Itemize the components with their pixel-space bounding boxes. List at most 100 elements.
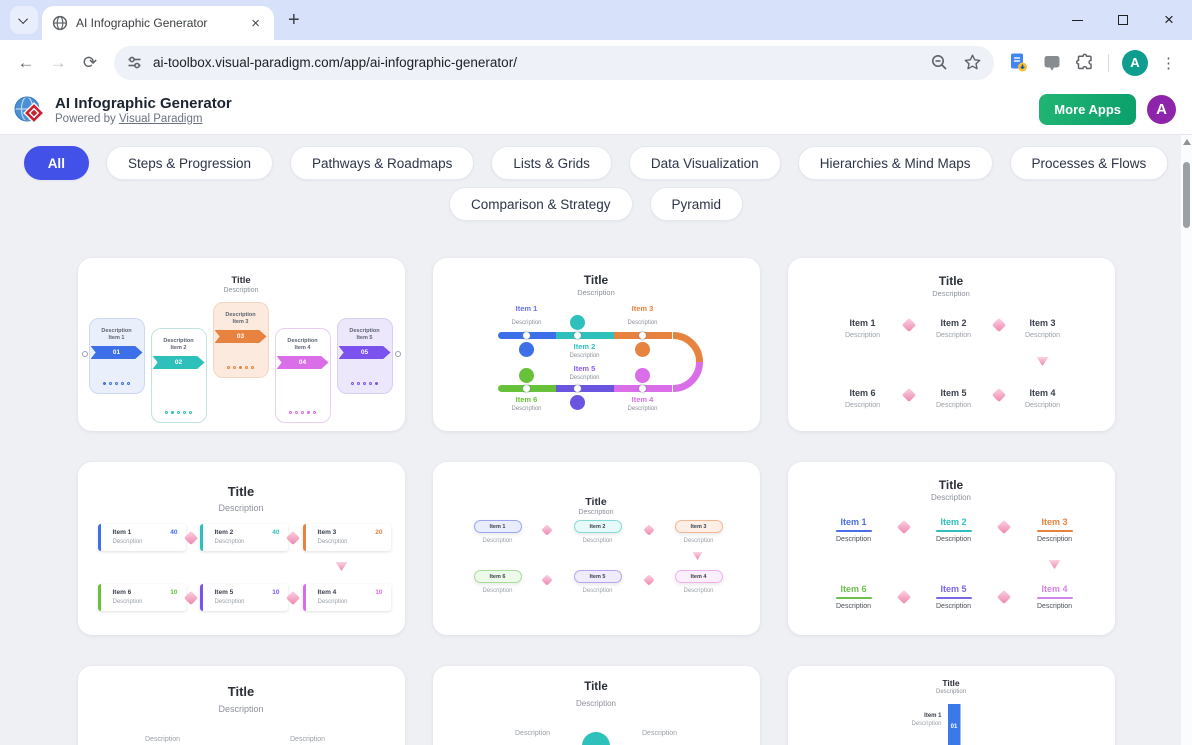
template-card-stat-list[interactable]: Title Description Item 1 40 Description … — [77, 462, 405, 635]
template-card-pill-flow[interactable]: Title Description Item 1 Description Ite… — [432, 462, 760, 635]
stat-value: 10 — [375, 589, 383, 596]
template-card-partial-1[interactable]: Title Description Description Descriptio… — [77, 666, 405, 745]
stat-desc: Description — [112, 539, 143, 545]
more-apps-button[interactable]: More Apps — [1039, 94, 1136, 125]
connector-ring — [394, 351, 401, 357]
browser-tab[interactable]: AI Infographic Generator × — [42, 6, 274, 40]
comment-icon[interactable] — [1042, 53, 1062, 73]
item-desc: Description — [935, 402, 972, 409]
template-card-partial-3[interactable]: Title Description 01 Item 1 Description — [787, 666, 1115, 745]
stat-desc: Description — [214, 539, 245, 545]
url-text[interactable]: ai-toolbox.visual-paradigm.com/app/ai-in… — [153, 55, 517, 70]
docs-download-icon[interactable] — [1008, 52, 1029, 73]
bookmark-star-icon[interactable] — [963, 53, 982, 72]
timeline-node — [634, 368, 650, 383]
item-desc: Description — [569, 375, 600, 381]
arrow-right-icon — [896, 519, 911, 535]
timeline-curve-bottom — [672, 362, 703, 392]
template-card-text-flow[interactable]: Title Description Item 1 Description Ite… — [787, 258, 1115, 431]
card-description: Description — [577, 288, 615, 297]
item-label: Item 2 — [940, 318, 967, 328]
stat-label: Item 6 — [112, 589, 132, 596]
pill-item-1: Item 1 — [473, 520, 522, 533]
stat-value: 10 — [170, 589, 178, 596]
card-title: Title — [938, 478, 964, 492]
minimize-button[interactable] — [1054, 0, 1100, 40]
item-desc: Description — [582, 588, 613, 594]
browser-tab-strip: AI Infographic Generator × + × — [0, 0, 1192, 40]
new-tab-button[interactable]: + — [288, 9, 300, 31]
template-card-underline-flow[interactable]: Title Description Item 1 Description Ite… — [787, 462, 1115, 635]
site-info-icon[interactable] — [126, 54, 143, 71]
pill-item-4: Item 4 — [674, 570, 723, 583]
toolbar-separator — [1108, 53, 1109, 72]
back-button[interactable]: ← — [17, 52, 35, 72]
powered-by-prefix: Powered by — [55, 112, 116, 125]
close-button[interactable]: × — [1146, 0, 1192, 40]
card-title: Title — [583, 273, 609, 287]
pill-item-2: Item 2 — [573, 520, 622, 533]
step-desc: Description — [163, 338, 194, 344]
app-title-block: AI Infographic Generator Powered by Visu… — [55, 95, 232, 125]
arrow-left-icon — [896, 589, 911, 605]
card-description: Description — [930, 493, 971, 502]
bar-dot — [522, 385, 530, 392]
reload-button[interactable]: ⟳ — [82, 52, 98, 72]
filter-hierarchies-mindmaps[interactable]: Hierarchies & Mind Maps — [797, 146, 993, 180]
filter-lists-grids[interactable]: Lists & Grids — [491, 146, 612, 180]
browser-profile-avatar[interactable]: A — [1122, 49, 1148, 76]
step-dots — [350, 381, 379, 385]
item-desc: Description — [911, 721, 942, 727]
timeline-node — [634, 342, 650, 357]
scrollbar-up-arrow[interactable] — [1183, 139, 1191, 145]
maximize-button[interactable] — [1100, 0, 1146, 40]
bar-dot — [522, 332, 530, 339]
item-label: Item 2 — [940, 517, 967, 527]
item-desc: Description — [582, 538, 613, 544]
arrow-right-icon — [540, 524, 553, 536]
stat-label: Item 3 — [317, 529, 337, 536]
item-desc: Description — [844, 332, 881, 339]
template-card-snake-timeline[interactable]: Title Description Item 1 Description Ite… — [432, 258, 760, 431]
address-bar[interactable]: ai-toolbox.visual-paradigm.com/app/ai-in… — [114, 45, 994, 80]
filter-comparison-strategy[interactable]: Comparison & Strategy — [448, 187, 633, 221]
filter-pathways-roadmaps[interactable]: Pathways & Roadmaps — [290, 146, 475, 180]
page-scrollbar[interactable] — [1180, 135, 1192, 745]
step-dots — [102, 381, 131, 385]
extensions-icon[interactable] — [1075, 53, 1095, 73]
stat-value: 20 — [375, 529, 383, 536]
template-card-steps[interactable]: Title Description Description Item 1 01 D… — [77, 258, 405, 431]
timeline-curve-top — [672, 332, 703, 362]
filter-processes-flows[interactable]: Processes & Flows — [1009, 146, 1169, 180]
arrow-down-icon — [692, 552, 703, 560]
browser-toolbar: ← → ⟳ ai-toolbox.visual-paradigm.com/app… — [0, 40, 1192, 85]
card-description: Description — [218, 704, 264, 714]
arrow-right-icon — [285, 530, 300, 546]
visual-paradigm-link[interactable]: Visual Paradigm — [118, 112, 203, 125]
template-grid: Title Description Description Item 1 01 D… — [77, 258, 1115, 745]
scrollbar-thumb[interactable] — [1183, 162, 1190, 228]
arrow-left-icon — [996, 589, 1011, 605]
tab-close-icon[interactable]: × — [251, 14, 260, 32]
chevron-down-icon — [17, 13, 28, 24]
filter-all[interactable]: All — [23, 146, 89, 180]
stat-card-1: Item 1 40 Description — [97, 524, 186, 551]
pill-item-5: Item 5 — [573, 570, 622, 583]
stat-value: 40 — [272, 529, 280, 536]
forward-button[interactable]: → — [49, 52, 67, 72]
card-title: Title — [585, 496, 607, 508]
filter-data-visualization[interactable]: Data Visualization — [628, 146, 781, 180]
filter-pyramid[interactable]: Pyramid — [649, 187, 744, 221]
globe-favicon-icon — [52, 15, 68, 31]
stat-desc: Description — [317, 539, 348, 545]
template-card-partial-2[interactable]: Title Description Description Descriptio… — [432, 666, 760, 745]
tab-search-button[interactable] — [10, 6, 38, 34]
toolbar-extension-icons: A ⋮ — [1008, 49, 1176, 76]
item-desc: Description — [511, 320, 542, 326]
browser-menu-icon[interactable]: ⋮ — [1161, 54, 1176, 72]
user-avatar[interactable]: A — [1147, 95, 1176, 124]
item-underline — [835, 530, 872, 532]
filter-steps-progression[interactable]: Steps & Progression — [105, 146, 274, 180]
arrow-left-icon — [285, 590, 300, 606]
zoom-out-icon[interactable] — [930, 53, 949, 72]
